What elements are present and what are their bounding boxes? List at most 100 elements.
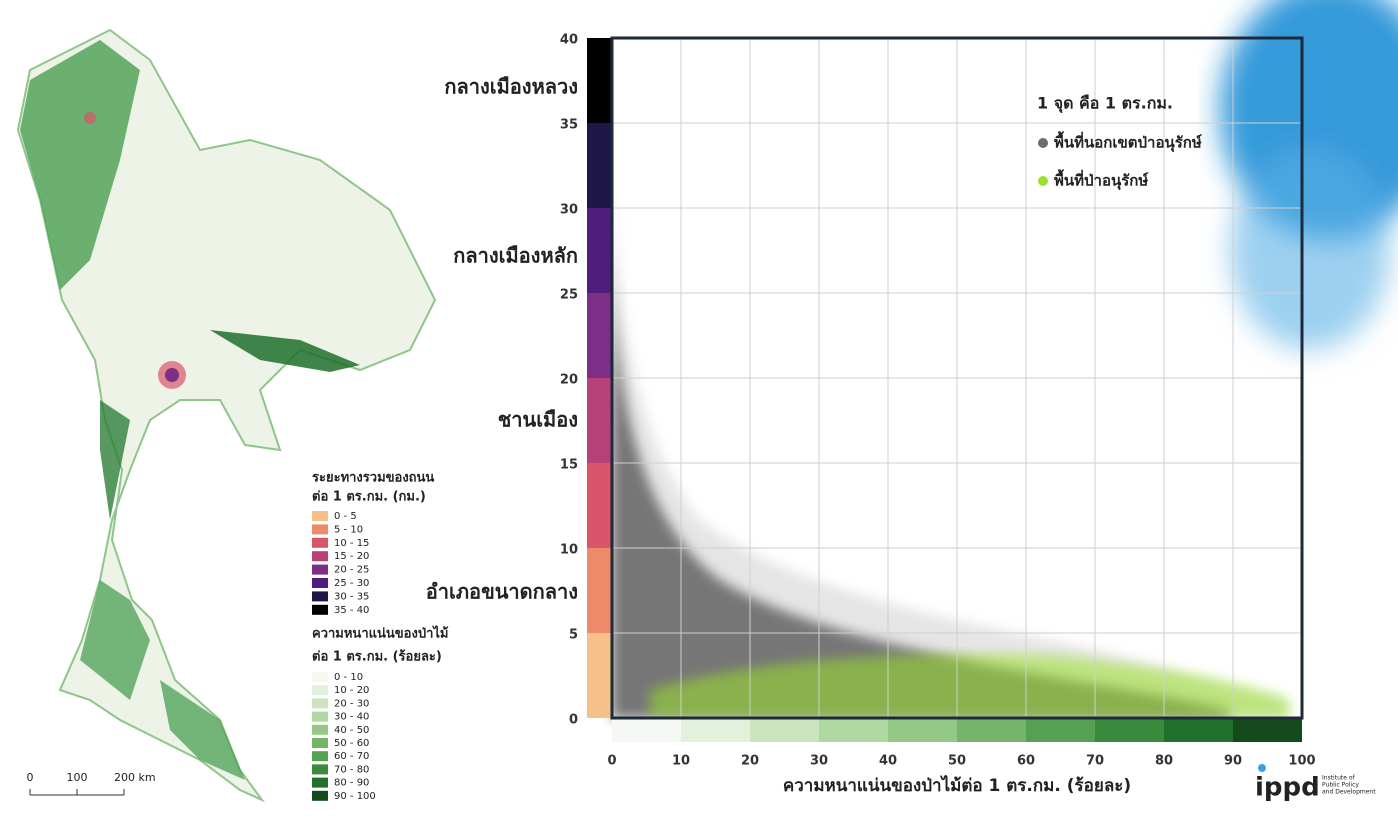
- forest-band: [681, 718, 750, 742]
- legend-swatch: [312, 724, 328, 735]
- legend-title: ความหนาแน่นของป่าไม้: [312, 625, 448, 642]
- legend-swatch: [312, 764, 328, 775]
- road-band: [587, 548, 612, 633]
- point-cloud: [612, 150, 1290, 718]
- scale-label: 200 km: [114, 771, 156, 784]
- legend-label: 20 - 30: [334, 698, 369, 709]
- logo-tagline: Public Policy: [1322, 782, 1359, 789]
- forest-band: [1095, 718, 1164, 742]
- legend-label: 40 - 50: [334, 725, 369, 736]
- road-band: [587, 378, 612, 463]
- forest-band: [819, 718, 888, 742]
- annotation: กลางเมืองหลัก: [453, 244, 578, 268]
- legend-label: พื้นที่นอกเขตป่าอนุรักษ์: [1054, 131, 1202, 153]
- legend-title: ต่อ 1 ตร.กม. (ร้อยละ): [312, 649, 442, 665]
- map-legends: 0 - 5 5 - 10 10 - 15 15 - 20 20 - 25 25 - 30 3…: [312, 511, 376, 802]
- road-band: [587, 208, 612, 293]
- forest-band: [1026, 718, 1095, 742]
- y-tick-label: 30: [560, 203, 578, 218]
- legend-label: 80 - 90: [334, 778, 369, 789]
- legend-swatch: [312, 685, 328, 696]
- logo-name: ippd: [1255, 773, 1320, 803]
- legend-label: 10 - 15: [334, 538, 369, 549]
- logo-tagline: Institute of: [1322, 775, 1355, 782]
- x-tick-label: 20: [741, 754, 759, 769]
- y-tick-label: 15: [560, 458, 578, 473]
- forest-band: [957, 718, 1026, 742]
- x-axis-label: ความหนาแน่นของป่าไม้ต่อ 1 ตร.กม. (ร้อยละ…: [783, 775, 1131, 796]
- legend-swatch: [312, 551, 328, 562]
- annotation: ชานเมือง: [498, 408, 578, 432]
- forest-band: [1164, 718, 1233, 742]
- legend-swatch: [312, 751, 328, 762]
- legend-label: พื้นที่ป่าอนุรักษ์: [1054, 169, 1149, 191]
- logo: ippd Institute of Public Policy and Deve…: [1255, 764, 1376, 803]
- road-band: [587, 38, 612, 123]
- legend-swatch: [312, 564, 328, 575]
- x-tick-label: 100: [1288, 754, 1315, 769]
- x-tick-label: 70: [1086, 754, 1104, 769]
- legend-swatch: [312, 672, 328, 682]
- decoration: [1220, 0, 1398, 350]
- legend-label: 0 - 5: [334, 511, 357, 522]
- map: [16, 28, 437, 803]
- x-tick-label: 40: [879, 754, 897, 769]
- y-tick-label: 10: [560, 543, 578, 558]
- legend-title: ระยะทางรวมของถนน: [312, 471, 434, 486]
- scale-bar: 0 100 200 km: [27, 771, 156, 796]
- legend-swatch: [312, 511, 328, 521]
- x-tick-label: 80: [1155, 754, 1173, 769]
- legend-label: 90 - 100: [334, 791, 376, 802]
- legend-label: 20 - 25: [334, 565, 369, 576]
- forest-band: [1233, 718, 1302, 742]
- legend-swatch: [312, 604, 328, 615]
- forest-band: [750, 718, 819, 742]
- legend-swatch: [312, 711, 328, 722]
- forest-band: [888, 718, 957, 742]
- legend-label: 30 - 35: [334, 591, 369, 602]
- legend-label: 35 - 40: [334, 605, 369, 616]
- legend-title: ต่อ 1 ตร.กม. (กม.): [312, 490, 426, 505]
- legend-swatch: [312, 790, 328, 801]
- y-tick-label: 35: [560, 118, 578, 133]
- x-tick-label: 50: [948, 754, 966, 769]
- annotation: อำเภอขนาดกลาง: [426, 580, 578, 604]
- x-tick-label: 30: [810, 754, 828, 769]
- scale-label: 0: [27, 771, 34, 784]
- y-tick-label: 40: [560, 33, 578, 48]
- y-tick-label: 25: [560, 288, 578, 303]
- road-band: [587, 633, 612, 718]
- legend-label: 15 - 20: [334, 551, 369, 562]
- y-tick-label: 20: [560, 373, 578, 388]
- x-tick-label: 0: [607, 754, 616, 769]
- x-tick-label: 90: [1224, 754, 1242, 769]
- scale-label: 100: [67, 771, 88, 784]
- legend-label: 30 - 40: [334, 712, 369, 723]
- legend-swatch: [312, 777, 328, 788]
- road-band: [587, 463, 612, 548]
- legend-label: 70 - 80: [334, 764, 369, 775]
- legend-label: 0 - 10: [334, 672, 363, 683]
- legend-swatch: [312, 698, 328, 709]
- y-tick-label: 0: [569, 713, 578, 728]
- legend-title: 1 จุด คือ 1 ตร.กม.: [1037, 94, 1173, 114]
- legend-swatch: [312, 591, 328, 602]
- x-tick-label: 60: [1017, 754, 1035, 769]
- legend-label: 5 - 10: [334, 524, 363, 535]
- annotation: กลางเมืองหลวง: [444, 75, 578, 99]
- legend-swatch: [312, 578, 328, 588]
- legend-label: 50 - 60: [334, 738, 369, 749]
- legend-label: 10 - 20: [334, 685, 369, 696]
- road-band: [587, 123, 612, 208]
- legend-label: 60 - 70: [334, 751, 369, 762]
- logo-tagline: and Development: [1322, 789, 1376, 796]
- road-band: [587, 293, 612, 378]
- x-tick-label: 10: [672, 754, 690, 769]
- y-tick-label: 5: [569, 628, 578, 643]
- legend-label: 25 - 30: [334, 578, 369, 589]
- plot: 0 5 10 15 20 25 30 35 40 0 10 20 30 40 50 60 70 80 90 100 คว…: [426, 33, 1316, 797]
- legend-marker: [1038, 176, 1048, 186]
- legend-swatch: [312, 738, 328, 748]
